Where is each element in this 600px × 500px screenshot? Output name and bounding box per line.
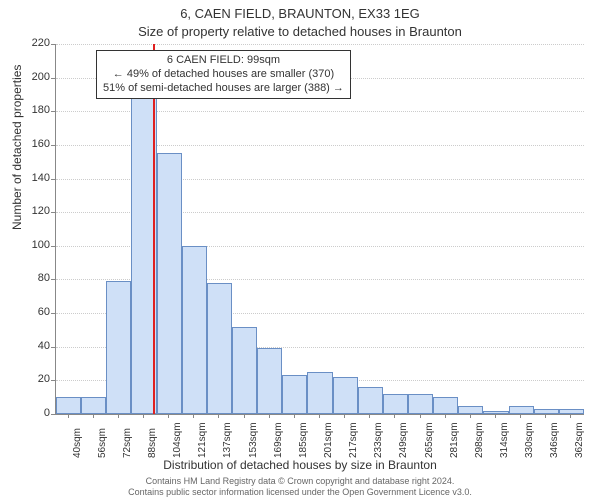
ytick-label: 80: [10, 272, 50, 284]
xtick-label: 233sqm: [373, 422, 384, 458]
annotation-line3: 51% of semi-detached houses are larger (…: [103, 82, 344, 96]
bar: [56, 397, 81, 414]
gridline: [56, 44, 584, 45]
xtick-mark: [93, 414, 94, 418]
ytick-mark: [51, 179, 55, 180]
page-title-line1: 6, CAEN FIELD, BRAUNTON, EX33 1EG: [0, 6, 600, 21]
xtick-mark: [394, 414, 395, 418]
ytick-mark: [51, 279, 55, 280]
ytick-mark: [51, 212, 55, 213]
bar: [333, 377, 358, 414]
footer-line2: Contains public sector information licen…: [0, 487, 600, 498]
xtick-mark: [369, 414, 370, 418]
bar: [207, 283, 232, 414]
xtick-mark: [545, 414, 546, 418]
xtick-label: 121sqm: [197, 422, 208, 458]
ytick-mark: [51, 380, 55, 381]
xtick-label: 169sqm: [273, 422, 284, 458]
annotation-line1: 6 CAEN FIELD: 99sqm: [103, 54, 344, 68]
ytick-label: 180: [10, 104, 50, 116]
x-axis-title: Distribution of detached houses by size …: [0, 458, 600, 472]
ytick-mark: [51, 347, 55, 348]
ytick-mark: [51, 145, 55, 146]
marker-line: [153, 44, 155, 414]
annotation-box: 6 CAEN FIELD: 99sqm ← 49% of detached ho…: [96, 50, 351, 99]
bar: [358, 387, 383, 414]
xtick-mark: [193, 414, 194, 418]
ytick-label: 220: [10, 37, 50, 49]
chart-area: 6 CAEN FIELD: 99sqm ← 49% of detached ho…: [55, 44, 584, 415]
bar: [383, 394, 408, 414]
bar: [81, 397, 106, 414]
xtick-label: 104sqm: [172, 422, 183, 458]
ytick-mark: [51, 111, 55, 112]
xtick-label: 265sqm: [424, 422, 435, 458]
bar: [257, 348, 282, 414]
bar: [182, 246, 207, 414]
xtick-mark: [118, 414, 119, 418]
xtick-label: 346sqm: [549, 422, 560, 458]
ytick-mark: [51, 246, 55, 247]
xtick-label: 137sqm: [222, 422, 233, 458]
xtick-mark: [445, 414, 446, 418]
xtick-mark: [495, 414, 496, 418]
xtick-label: 281sqm: [449, 422, 460, 458]
xtick-label: 88sqm: [147, 428, 158, 458]
xtick-label: 40sqm: [72, 428, 83, 458]
xtick-mark: [520, 414, 521, 418]
page-title-line2: Size of property relative to detached ho…: [0, 24, 600, 39]
ytick-label: 20: [10, 373, 50, 385]
ytick-label: 120: [10, 205, 50, 217]
xtick-mark: [143, 414, 144, 418]
xtick-label: 298sqm: [474, 422, 485, 458]
footer: Contains HM Land Registry data © Crown c…: [0, 476, 600, 498]
bar: [307, 372, 332, 414]
ytick-label: 160: [10, 138, 50, 150]
xtick-label: 153sqm: [248, 422, 259, 458]
xtick-label: 249sqm: [398, 422, 409, 458]
xtick-label: 314sqm: [499, 422, 510, 458]
xtick-mark: [269, 414, 270, 418]
ytick-label: 40: [10, 340, 50, 352]
xtick-mark: [420, 414, 421, 418]
xtick-mark: [470, 414, 471, 418]
xtick-label: 217sqm: [348, 422, 359, 458]
bar: [232, 327, 257, 414]
xtick-mark: [244, 414, 245, 418]
ytick-label: 200: [10, 71, 50, 83]
ytick-label: 60: [10, 306, 50, 318]
annotation-line2: ← 49% of detached houses are smaller (37…: [103, 68, 344, 82]
xtick-mark: [344, 414, 345, 418]
xtick-mark: [319, 414, 320, 418]
ytick-mark: [51, 44, 55, 45]
bar: [433, 397, 458, 414]
bar: [509, 406, 534, 414]
xtick-mark: [68, 414, 69, 418]
ytick-mark: [51, 313, 55, 314]
xtick-label: 56sqm: [97, 428, 108, 458]
xtick-label: 362sqm: [574, 422, 585, 458]
ytick-mark: [51, 78, 55, 79]
ytick-mark: [51, 414, 55, 415]
ytick-label: 100: [10, 239, 50, 251]
ytick-label: 140: [10, 172, 50, 184]
xtick-mark: [218, 414, 219, 418]
xtick-mark: [168, 414, 169, 418]
bar: [282, 375, 307, 414]
bar: [106, 281, 131, 414]
bar: [458, 406, 483, 414]
bar: [408, 394, 433, 414]
bar: [157, 153, 182, 414]
xtick-label: 330sqm: [524, 422, 535, 458]
xtick-label: 201sqm: [323, 422, 334, 458]
footer-line1: Contains HM Land Registry data © Crown c…: [0, 476, 600, 487]
xtick-label: 185sqm: [298, 422, 309, 458]
xtick-label: 72sqm: [122, 428, 133, 458]
xtick-mark: [570, 414, 571, 418]
ytick-label: 0: [10, 407, 50, 419]
xtick-mark: [294, 414, 295, 418]
